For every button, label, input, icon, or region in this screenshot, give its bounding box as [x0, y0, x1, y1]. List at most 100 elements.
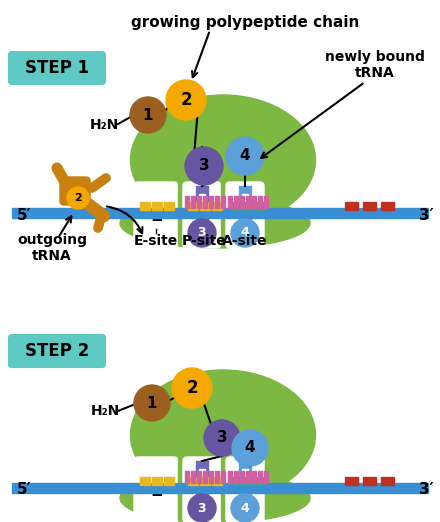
Bar — [196, 186, 208, 241]
Bar — [246, 471, 250, 483]
Bar — [363, 202, 376, 210]
Bar — [231, 477, 241, 485]
Bar — [203, 471, 207, 483]
Bar — [152, 477, 162, 485]
Bar — [191, 471, 195, 483]
Bar — [188, 477, 198, 485]
Bar — [199, 469, 205, 508]
Text: H₂N: H₂N — [89, 118, 119, 132]
Bar — [252, 471, 256, 483]
Bar — [228, 471, 232, 483]
Bar — [258, 471, 262, 483]
Ellipse shape — [131, 95, 315, 225]
Bar — [242, 469, 248, 508]
Text: E-site: E-site — [134, 234, 178, 248]
Text: 4: 4 — [241, 502, 249, 515]
Bar — [200, 202, 210, 210]
Circle shape — [166, 80, 206, 120]
FancyBboxPatch shape — [183, 457, 221, 522]
Bar — [209, 196, 213, 208]
Text: 3′: 3′ — [419, 208, 433, 222]
Text: H₂N: H₂N — [90, 404, 120, 418]
Text: A-site: A-site — [222, 234, 268, 248]
Bar — [240, 196, 244, 208]
FancyBboxPatch shape — [134, 182, 178, 248]
Bar — [258, 196, 262, 208]
Bar — [178, 458, 187, 520]
Text: 1: 1 — [143, 108, 153, 123]
Text: E: E — [150, 207, 162, 225]
Text: 2: 2 — [180, 91, 192, 109]
Bar — [381, 202, 394, 210]
Bar — [239, 461, 251, 516]
FancyBboxPatch shape — [134, 457, 178, 522]
Bar — [209, 471, 213, 483]
Bar — [196, 461, 208, 516]
Bar — [185, 471, 189, 483]
Text: 3: 3 — [198, 502, 206, 515]
Bar — [381, 477, 394, 485]
Bar — [215, 471, 219, 483]
Bar — [264, 471, 268, 483]
FancyBboxPatch shape — [8, 334, 106, 368]
Ellipse shape — [131, 370, 315, 500]
Text: growing polypeptide chain: growing polypeptide chain — [131, 15, 359, 30]
Circle shape — [232, 430, 268, 466]
Bar — [264, 196, 268, 208]
Bar — [345, 202, 358, 210]
Text: newly bound
tRNA: newly bound tRNA — [325, 50, 425, 80]
Text: 5′: 5′ — [17, 208, 31, 222]
Circle shape — [188, 219, 216, 247]
Bar — [191, 196, 195, 208]
Bar — [152, 202, 162, 210]
Bar — [215, 196, 219, 208]
Bar — [164, 202, 174, 210]
Bar — [212, 477, 222, 485]
Bar — [199, 194, 205, 233]
Bar — [221, 196, 225, 208]
Circle shape — [231, 494, 259, 522]
Text: 5′: 5′ — [17, 482, 31, 497]
Bar — [243, 202, 253, 210]
Circle shape — [204, 420, 240, 456]
Circle shape — [67, 187, 89, 209]
Text: 2: 2 — [186, 379, 198, 397]
Bar — [221, 471, 225, 483]
Bar — [231, 202, 241, 210]
Bar — [243, 477, 253, 485]
Text: outgoing
tRNA: outgoing tRNA — [17, 233, 87, 263]
FancyBboxPatch shape — [226, 457, 264, 522]
Bar — [140, 477, 150, 485]
FancyBboxPatch shape — [8, 51, 106, 85]
Circle shape — [130, 97, 166, 133]
Circle shape — [134, 385, 170, 421]
Circle shape — [231, 219, 259, 247]
Bar — [234, 196, 238, 208]
Bar — [221, 183, 230, 245]
Circle shape — [188, 494, 216, 522]
Bar — [200, 477, 210, 485]
Bar — [188, 202, 198, 210]
Bar — [185, 196, 189, 208]
Bar — [140, 202, 150, 210]
Text: 4: 4 — [241, 227, 249, 240]
Bar — [255, 477, 265, 485]
FancyBboxPatch shape — [183, 182, 221, 248]
Bar — [221, 458, 230, 520]
Text: 3′: 3′ — [419, 482, 433, 497]
Text: 3: 3 — [199, 159, 209, 173]
Bar — [12, 208, 428, 218]
Bar — [255, 202, 265, 210]
Circle shape — [226, 137, 264, 175]
Bar — [345, 477, 358, 485]
Text: 1: 1 — [147, 396, 157, 410]
Text: 4: 4 — [245, 441, 255, 456]
Bar — [239, 186, 251, 241]
Circle shape — [185, 147, 223, 185]
Bar — [164, 477, 174, 485]
Text: E: E — [150, 482, 162, 500]
Bar — [240, 471, 244, 483]
FancyBboxPatch shape — [226, 182, 264, 248]
Bar — [234, 471, 238, 483]
Bar — [228, 196, 232, 208]
